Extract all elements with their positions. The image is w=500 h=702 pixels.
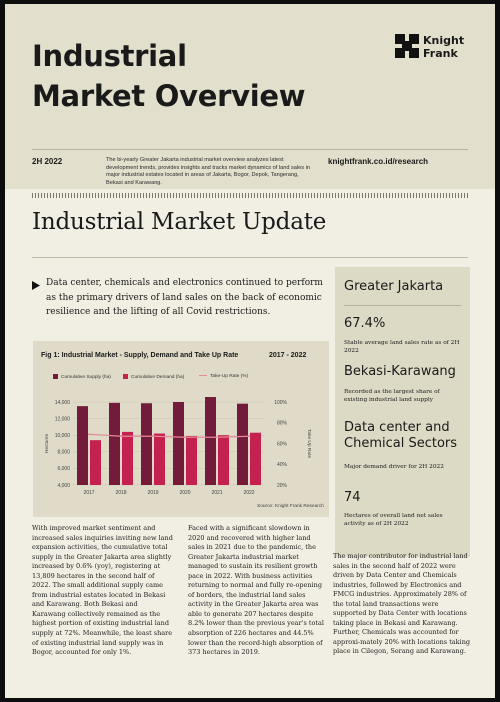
body-column-3: The major contributor for industrial lan…	[333, 552, 471, 656]
body-column-1: With improved market sentiment and incre…	[32, 524, 173, 657]
logo-word-knight: Knight	[423, 34, 465, 47]
y2-tick-label: 40%	[277, 462, 288, 468]
stat-sales-rate-label: Stable average land sales rate as of 2H …	[344, 340, 460, 355]
y2-tick-label: 60%	[277, 441, 288, 447]
legend-demand: Cumulative Demand (ha)	[123, 374, 184, 380]
bar-demand	[250, 432, 261, 485]
point-takeup-rate	[120, 435, 122, 438]
supply-demand-chart: 14,000 12,000 10,000 8,000 6,000 4,000 100% 80%…	[33, 341, 329, 517]
section-title: Industrial Market Update	[32, 209, 327, 235]
y-tick-label: 12,000	[55, 416, 71, 422]
x-tick-label: 2018	[115, 490, 126, 496]
y-tick-label: 10,000	[55, 433, 71, 439]
legend-demand-swatch	[123, 374, 128, 379]
y-tick-label: 14,000	[55, 400, 71, 406]
stat-supply-value: Bekasi-Karawang	[344, 364, 456, 379]
y-axis-title: Hectares	[44, 433, 50, 453]
bar-supply	[237, 403, 248, 485]
stat-supply-label: Recorded as the largest share of existin…	[344, 389, 440, 404]
legend-takeup-swatch	[199, 375, 207, 376]
report-page: Industrial Market Overview Knight Frank …	[5, 4, 495, 698]
key-facts-sidebar: Greater Jakarta 67.4% Stable average lan…	[335, 267, 470, 557]
x-tick-label: 2022	[243, 490, 254, 496]
stat-net-sales-value: 74	[344, 490, 361, 505]
bar-supply	[141, 403, 152, 485]
y2-tick-label: 100%	[274, 400, 287, 406]
chart-period: 2017 - 2022	[269, 352, 307, 359]
y2-tick-label: 80%	[277, 421, 288, 427]
stat-demand-driver-label: Major demand driver for 2H 2022	[344, 464, 444, 470]
report-title-line1: Industrial	[32, 39, 187, 73]
sidebar-divider	[344, 305, 461, 306]
chart-title: Fig 1: Industrial Market - Supply, Deman…	[41, 352, 239, 359]
hatched-divider	[32, 193, 468, 198]
bar-demand	[218, 435, 229, 485]
x-tick-label: 2017	[83, 490, 94, 496]
lead-paragraph: Data center, chemicals and electronics c…	[46, 278, 323, 318]
stat-demand-driver-value: Data center and Chemical Sectors	[344, 420, 458, 451]
legend-supply-swatch	[53, 374, 58, 379]
bullet-arrow-icon	[32, 281, 40, 290]
line-takeup-rate	[88, 433, 250, 438]
x-tick-label: 2020	[179, 490, 190, 496]
stat-net-sales-label: Hectares of overall land net sales activ…	[344, 513, 443, 528]
x-tick-label: 2019	[147, 490, 158, 496]
research-url: knightfrank.co.id/research	[328, 157, 429, 166]
point-takeup-rate	[216, 436, 218, 439]
y2-tick-label: 20%	[277, 483, 288, 489]
y2-axis-title: Take Up Rate	[306, 429, 312, 458]
legend-demand-label: Cumulative Demand (ha)	[131, 375, 185, 380]
y-tick-label: 4,000	[57, 483, 70, 489]
section-divider	[32, 257, 468, 258]
x-tick-label: 2021	[211, 490, 222, 496]
bar-supply	[173, 402, 184, 485]
chart-source: Source: Knight Frank Research	[257, 504, 324, 509]
legend-supply: Cumulative Supply (ha)	[53, 374, 111, 380]
bar-demand	[122, 431, 133, 485]
legend-takeup-label: Take-Up Rate (%)	[210, 374, 249, 379]
point-takeup-rate	[88, 433, 90, 436]
y-tick-label: 8,000	[57, 450, 70, 456]
stat-sales-rate-value: 67.4%	[344, 316, 386, 331]
legend-supply-label: Cumulative Supply (ha)	[61, 375, 111, 380]
knight-frank-logo-icon	[395, 34, 419, 58]
point-takeup-rate	[152, 435, 154, 438]
sidebar-region: Greater Jakarta	[344, 279, 444, 294]
logo-word-frank: Frank	[423, 47, 458, 60]
bar-supply	[77, 406, 88, 485]
report-period: 2H 2022	[32, 157, 63, 166]
bar-demand	[90, 440, 101, 485]
legend-takeup: Take-Up Rate (%)	[199, 374, 248, 379]
chart-canvas: 14,000 12,000 10,000 8,000 6,000 4,000 100% 80%…	[44, 397, 312, 496]
report-header: Industrial Market Overview Knight Frank …	[5, 4, 495, 189]
knight-frank-logo: Knight Frank	[395, 34, 475, 66]
point-takeup-rate	[248, 435, 250, 438]
y-tick-label: 6,000	[57, 466, 70, 472]
body-column-2: Faced with a significant slowdown in 202…	[188, 524, 324, 657]
point-takeup-rate	[184, 436, 186, 439]
bar-supply	[205, 397, 216, 485]
bar-demand	[154, 433, 165, 485]
report-title-line2: Market Overview	[32, 79, 306, 113]
bar-demand	[186, 436, 197, 485]
bar-supply	[109, 402, 120, 485]
report-intro: The bi-yearly Greater Jakarta industrial…	[106, 157, 310, 187]
header-divider	[32, 149, 468, 150]
